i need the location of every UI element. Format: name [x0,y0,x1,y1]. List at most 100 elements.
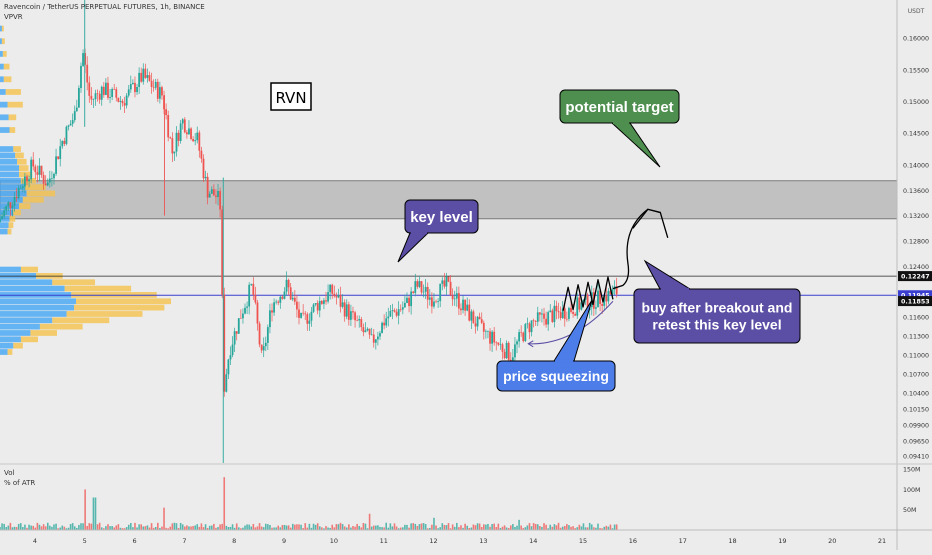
candle-body [607,290,610,302]
volume-bar [258,523,261,530]
candle-body [36,172,39,175]
price-label-box [898,296,932,307]
volume-bar [240,528,242,530]
volume-bar [275,527,277,530]
candle-body [237,318,240,334]
volume-bar [482,524,485,530]
candle-body [279,296,282,303]
volume-bar [206,527,209,530]
volume-bar [146,525,149,530]
volume-bar [499,527,502,530]
volume-bar [385,522,388,530]
volume-bar [424,524,427,530]
candle-body [65,126,68,144]
candle-body [347,304,350,320]
candle-body [335,296,338,298]
volume-bar [61,525,64,530]
volume-bar [339,522,342,530]
candle-body [385,318,388,326]
candle-body [534,321,537,322]
volume-tick-label: 100M [903,487,920,494]
candle-body [493,331,496,343]
volume-bar [267,524,269,530]
volume-bar [134,522,136,530]
candle-body [603,295,606,306]
vp-down-bar [17,158,27,165]
volume-bar [333,527,336,530]
candle-body [484,331,487,332]
volume-bar [582,523,585,530]
volume-bar [387,527,390,530]
time-tick-label: 4 [33,537,37,545]
volume-bar [233,527,236,530]
vp-up-bar [0,285,65,292]
volume-bar [526,525,529,530]
volume-bar [574,528,576,530]
candle-body [410,291,413,307]
candle-body [468,304,471,321]
candle-body [3,210,6,217]
volume-bar [350,527,352,530]
vp-up-bar [0,25,2,32]
volume-bar [269,524,271,530]
candle-body [449,281,452,296]
vp-down-bar [30,330,57,336]
volume-bar [551,526,554,530]
volume-bar [433,517,435,530]
candle-body [455,293,458,299]
volume-bar [364,523,367,530]
candle-body [269,310,271,328]
candle-body [67,125,70,127]
time-tick-label: 20 [828,537,836,545]
volume-bar [279,527,282,530]
volume-bar [221,523,223,530]
volume-bar [518,519,520,530]
volume-bar [460,525,462,530]
candle-body [366,328,369,331]
candle-body [453,298,456,300]
candle-body [416,281,419,287]
candle-body [242,313,244,319]
candle-body [113,89,116,90]
volume-bar [277,525,280,530]
price-tick-label: 0.15000 [903,99,929,106]
volume-bar [395,526,398,530]
price-tick-label: 0.09410 [903,454,929,461]
volume-bar [337,524,340,530]
volume-bar [599,528,601,530]
vp-down-bar [7,349,13,355]
volume-bar [528,523,531,530]
volume-bar [514,526,516,530]
candle-body [333,293,336,297]
callout-buy-text: retest this key level [652,316,781,332]
volume-bar [402,527,404,530]
candle-body [271,310,273,313]
candle-body [406,297,408,303]
vp-down-bar [19,203,31,210]
candle-body [609,290,612,295]
ticker-label: RVN [275,89,306,107]
candle-body [264,342,267,347]
candle-body [433,301,435,307]
vp-up-bar [0,101,8,108]
volume-bar [208,525,211,530]
candle-body [393,310,396,312]
candle-body [217,190,219,198]
vp-down-bar [15,152,24,159]
candle-body [86,64,89,83]
candle-body [48,178,51,183]
vp-down-bar [22,196,44,203]
volume-bar [69,524,72,530]
candle-body [538,312,541,315]
volume-bar [578,524,581,530]
volume-bar [410,523,412,530]
vp-down-bar [52,279,95,286]
candle-body [312,304,315,312]
volume-bar [196,524,199,530]
volume-bar [76,527,78,530]
volume-bar [545,524,547,530]
volume-bar [127,524,130,530]
volume-bar [227,527,230,530]
volume-bar [17,523,20,530]
